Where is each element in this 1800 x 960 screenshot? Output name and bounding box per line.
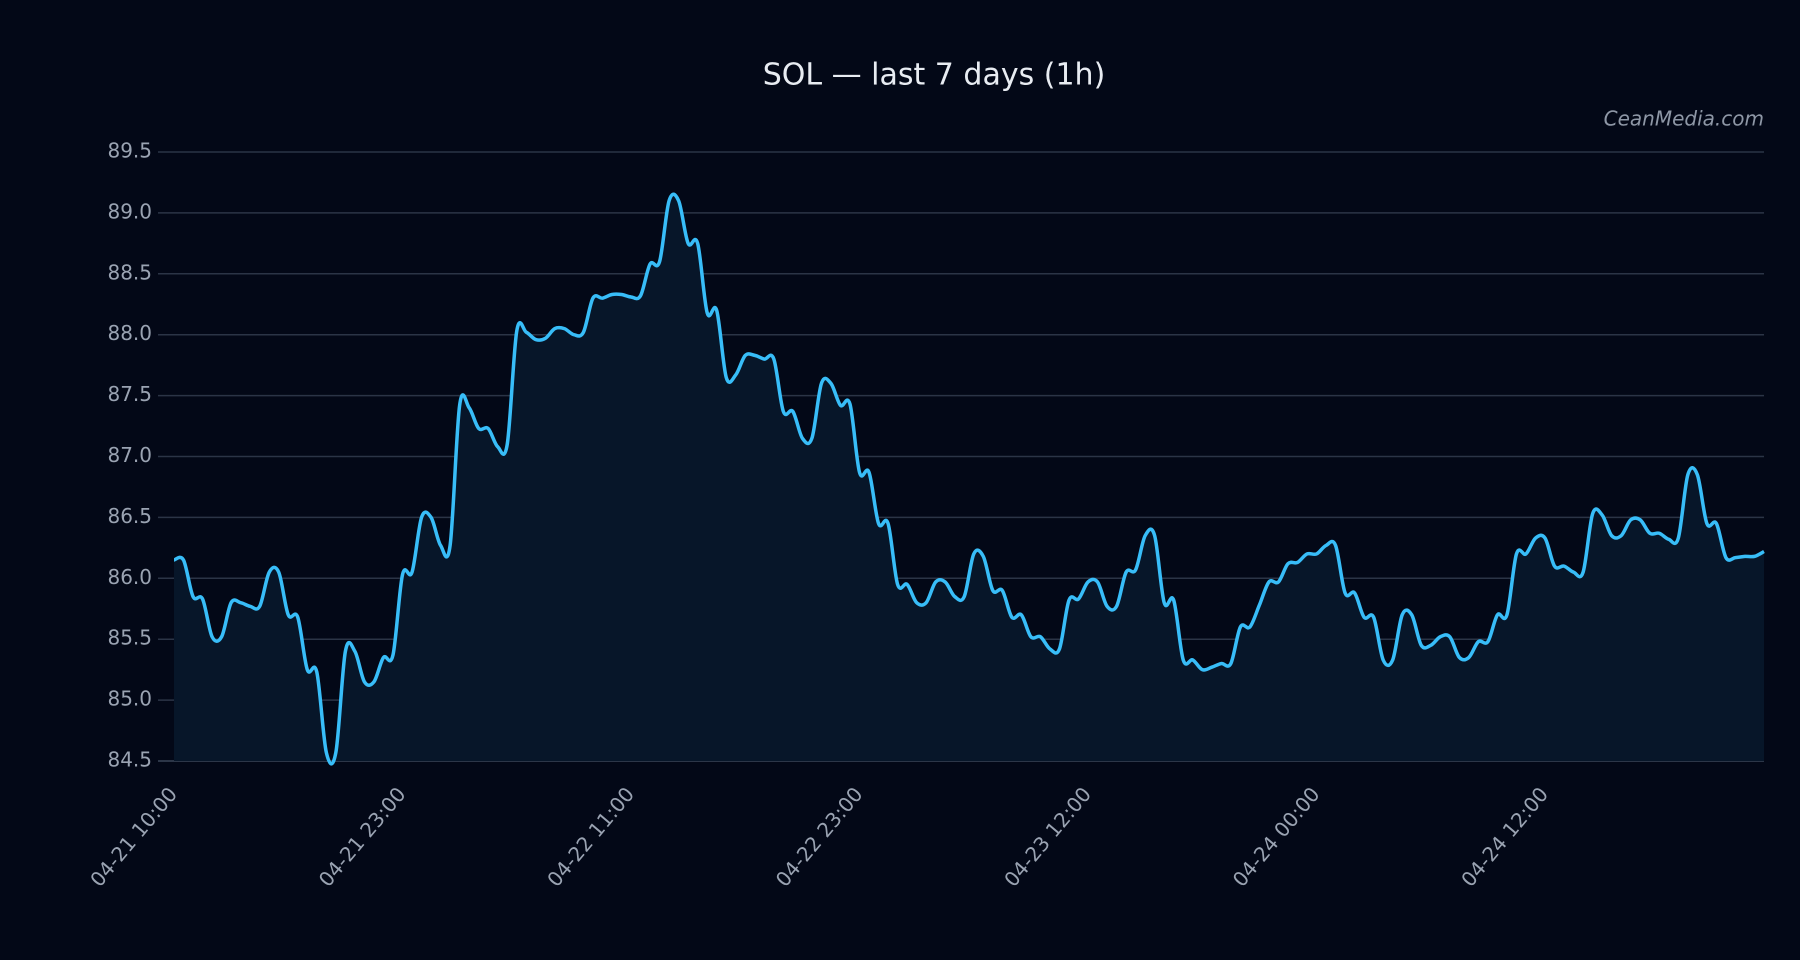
y-tick-label: 86.5 bbox=[107, 504, 152, 528]
y-tick-label: 89.0 bbox=[107, 199, 152, 223]
y-tick-label: 85.5 bbox=[107, 626, 152, 650]
y-tick-label: 89.5 bbox=[107, 139, 152, 163]
y-tick-label: 88.0 bbox=[107, 321, 152, 345]
y-tick-label: 85.0 bbox=[107, 687, 152, 711]
y-tick-label: 87.0 bbox=[107, 443, 152, 467]
y-tick-label: 86.0 bbox=[107, 565, 152, 589]
y-tick-label: 88.5 bbox=[107, 260, 152, 284]
watermark: CeanMedia.com bbox=[1604, 107, 1764, 131]
y-tick-label: 87.5 bbox=[107, 382, 152, 406]
line bbox=[173, 192, 1765, 766]
area bbox=[174, 194, 1764, 764]
y-tick-label: 84.5 bbox=[107, 748, 152, 772]
chart-title: SOL — last 7 days (1h) bbox=[763, 58, 1106, 93]
